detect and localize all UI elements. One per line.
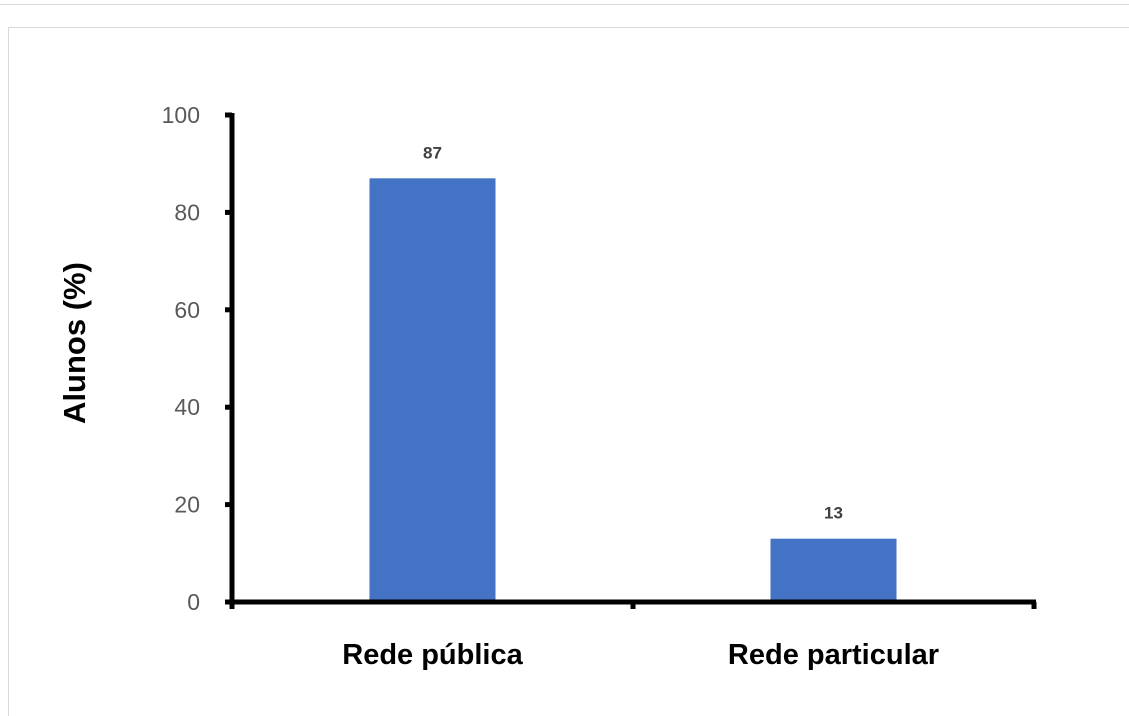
- bar: [369, 178, 496, 602]
- x-tick-group: [229, 602, 1037, 609]
- y-tick-label: 80: [174, 199, 200, 225]
- bar-group: [369, 178, 897, 602]
- y-tick-label: 40: [174, 394, 200, 420]
- y-tick-group: 0 20 40 60 80 100: [162, 102, 232, 615]
- y-tick-label: 60: [174, 297, 200, 323]
- data-label-group: 87 13: [423, 143, 843, 522]
- bar: [770, 538, 897, 602]
- axes-group: [229, 113, 1036, 605]
- data-label: 87: [423, 143, 442, 162]
- y-tick-label: 20: [174, 492, 200, 518]
- category-label: Rede pública: [342, 639, 523, 671]
- chart-frame: [8, 27, 1129, 716]
- y-axis-title: Alunos (%): [57, 262, 92, 424]
- y-tick-label: 0: [187, 589, 200, 615]
- data-label: 13: [824, 504, 843, 523]
- category-label-group: Rede pública Rede particular: [342, 639, 939, 671]
- category-label: Rede particular: [728, 639, 939, 671]
- y-tick-label: 100: [162, 102, 200, 128]
- top-divider: [0, 4, 1129, 5]
